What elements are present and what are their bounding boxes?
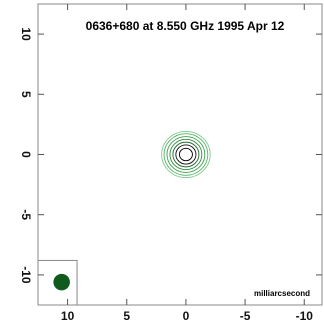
- y-tick-label: 10: [19, 27, 33, 41]
- beam-ellipse: [53, 273, 70, 291]
- x-tick-label: 5: [123, 309, 130, 323]
- x-tick-label: -10: [296, 309, 314, 323]
- y-tick-label: -10: [19, 266, 33, 284]
- contour-group: [161, 131, 211, 178]
- x-tick-label: 10: [61, 309, 75, 323]
- contour-5: [166, 136, 206, 173]
- x-tick-label: 0: [183, 309, 190, 323]
- contour-1: [178, 147, 193, 162]
- x-tick-label: -5: [240, 309, 251, 323]
- beam-box: [37, 259, 78, 306]
- plot-frame: [37, 3, 323, 306]
- y-tick-label: 0: [19, 151, 33, 158]
- contour-2: [175, 144, 197, 165]
- chart-title: 0636+680 at 8.550 GHz 1995 Apr 12: [86, 19, 285, 33]
- y-axis: 10 5 0 -5 -10: [19, 27, 322, 284]
- unit-label: milliarcsecond: [254, 289, 310, 298]
- y-tick-label: 5: [19, 91, 33, 98]
- y-tick-label: -5: [19, 209, 33, 220]
- x-axis: 10 5 0 -5 -10: [61, 4, 313, 323]
- contour-6: [163, 133, 209, 176]
- contour-7: [161, 131, 211, 178]
- contour-3: [172, 141, 200, 168]
- contour-4: [169, 138, 203, 171]
